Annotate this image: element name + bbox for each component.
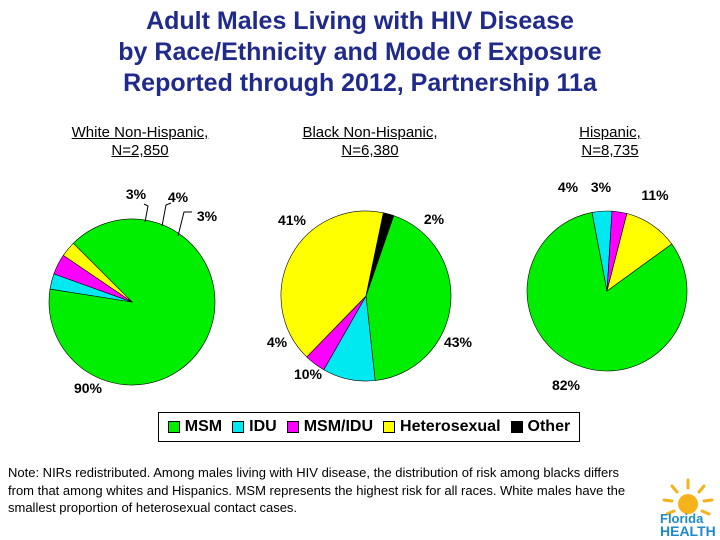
legend-label-heterosexual: Heterosexual — [400, 418, 501, 435]
legend-swatch-heterosexual — [383, 421, 396, 433]
legend-label-other: Other — [527, 418, 571, 435]
data-label-white-msm-idu: 4% — [168, 189, 189, 205]
n-label-black: N=6,380 — [341, 142, 399, 159]
data-label-white-msm: 90% — [74, 380, 103, 396]
data-label-hispanic-heterosexual: 11% — [641, 187, 669, 203]
data-label-hispanic-msm-idu: 3% — [591, 179, 612, 195]
sun-icon — [662, 478, 714, 516]
group-label-white: White Non-Hispanic, — [71, 124, 209, 141]
pie-slice-white-heterosexual — [62, 242, 133, 303]
group-label-black: Black Non-Hispanic, — [302, 124, 438, 141]
logo-text-florida: Florida — [660, 511, 704, 526]
data-label-black-heterosexual: 41% — [278, 212, 307, 228]
data-label-white-idu: 3% — [126, 186, 147, 202]
florida-health-logo — [660, 474, 716, 536]
subtitle-white: White Non-Hispanic, N=2,850 — [50, 124, 230, 160]
subtitle-hispanic: Hispanic, N=8,735 — [520, 124, 700, 160]
legend-item-other: Other — [510, 418, 571, 436]
note-text: Note: NIRs redistributed. Among males li… — [8, 465, 626, 515]
title-line-3: Reported through 2012, Partnership 11a — [123, 69, 597, 97]
legend: MSM IDU MSM/IDU Heterosexual Other — [158, 412, 580, 442]
n-label-white: N=2,850 — [111, 142, 169, 159]
data-label-black-other: 2% — [424, 211, 445, 227]
pie-slice-black-other — [365, 212, 395, 297]
data-label-white-heterosexual: 3% — [197, 208, 218, 224]
data-label-black-msm-idu: 4% — [267, 334, 288, 350]
group-label-hispanic: Hispanic, — [579, 124, 641, 141]
leader-line-white-1 — [161, 202, 172, 227]
legend-item-msm-idu: MSM/IDU — [286, 418, 374, 436]
title-line-1: Adult Males Living with HIV Disease — [146, 7, 574, 35]
legend-label-msm-idu: MSM/IDU — [303, 418, 374, 435]
data-label-black-idu: 10% — [294, 366, 323, 382]
legend-item-idu: IDU — [232, 418, 277, 436]
legend-swatch-msm-idu — [286, 421, 299, 433]
pie-slice-black-heterosexual — [280, 210, 384, 358]
subtitle-black: Black Non-Hispanic, N=6,380 — [280, 124, 460, 160]
data-label-black-msm: 43% — [444, 334, 473, 350]
data-label-hispanic-msm: 82% — [552, 377, 581, 393]
data-label-hispanic-idu: 4% — [558, 179, 579, 195]
leader-line-white-0 — [143, 203, 149, 223]
title-line-2: by Race/Ethnicity and Mode of Exposure — [118, 38, 602, 66]
pie-slice-black-msm — [365, 215, 452, 381]
legend-label-msm: MSM — [184, 418, 223, 435]
legend-swatch-other — [510, 421, 523, 433]
n-label-hispanic: N=8,735 — [581, 142, 639, 159]
pie-slice-hispanic-heterosexual — [606, 213, 673, 292]
legend-item-heterosexual: Heterosexual — [383, 418, 501, 436]
legend-label-idu: IDU — [249, 418, 277, 435]
chart-title: Adult Males Living with HIV Disease by R… — [0, 6, 720, 99]
logo-text-health: HEALTH — [660, 523, 716, 539]
pie-slice-hispanic-msm — [526, 212, 688, 372]
legend-item-msm: MSM — [167, 418, 223, 436]
legend-swatch-idu — [232, 421, 245, 433]
legend-swatch-msm — [167, 421, 180, 433]
leader-line-white-2 — [177, 211, 192, 237]
